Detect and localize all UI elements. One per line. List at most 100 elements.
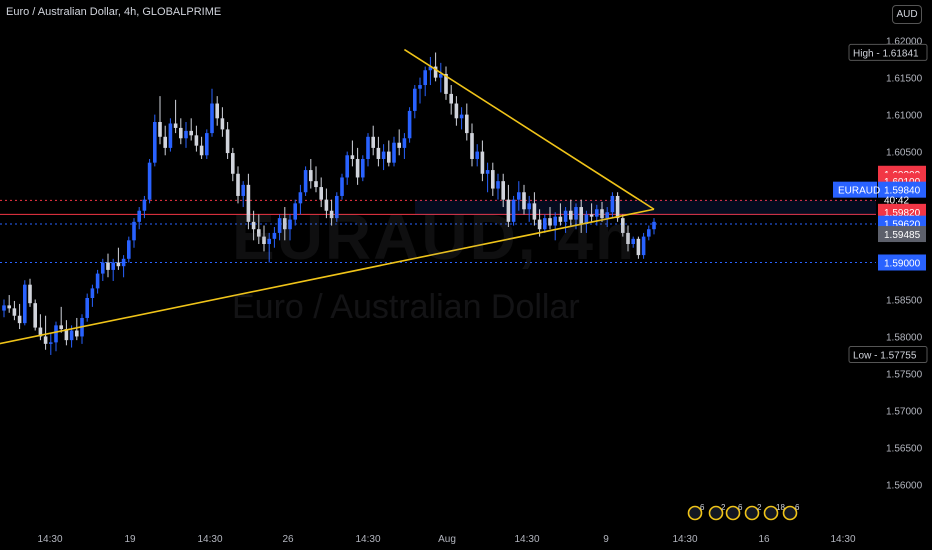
candle-body	[225, 129, 230, 154]
candle-body	[49, 342, 53, 344]
candle-body	[210, 103, 214, 134]
candle-body	[85, 297, 89, 318]
candle-body	[480, 151, 485, 174]
candle-body	[371, 136, 375, 148]
candle-body	[309, 170, 313, 182]
candle-body	[465, 114, 469, 134]
candle-body	[615, 195, 620, 219]
axis-price-label-box	[878, 226, 926, 243]
price-tick-label: 1.61500	[886, 74, 923, 85]
candle-body	[2, 305, 6, 311]
candle-body	[132, 221, 136, 241]
candle-body	[543, 218, 547, 230]
candle-body	[173, 123, 178, 128]
candle-body	[621, 218, 625, 233]
candle-body	[179, 127, 183, 139]
candle-body	[626, 232, 630, 245]
candle-body	[501, 181, 505, 200]
candle-body	[33, 303, 37, 328]
candle-body	[605, 212, 609, 219]
time-tick-label: 26	[282, 534, 294, 545]
event-marker-icon	[744, 505, 760, 521]
candle-body	[595, 209, 599, 217]
candle-body	[511, 199, 516, 222]
candle-body	[335, 195, 339, 219]
candle-body	[293, 203, 297, 220]
price-tick-label: 1.56500	[886, 443, 923, 454]
stat-label: Low - 1.57755	[853, 351, 917, 362]
candle-body	[106, 262, 110, 270]
candle-body	[381, 151, 386, 159]
candle-body	[449, 93, 453, 104]
trendline-2	[403, 48, 655, 210]
candle-body	[158, 122, 162, 137]
candle-body	[537, 219, 542, 230]
event-marker-icon	[782, 505, 798, 521]
candle-body	[246, 184, 251, 222]
candle-body	[475, 151, 479, 159]
candle-body	[506, 199, 511, 222]
time-tick-label: 14:30	[197, 534, 222, 545]
candle-body	[647, 229, 651, 237]
candle-body	[137, 210, 141, 222]
event-count: 6	[795, 503, 800, 512]
candle-body	[558, 216, 563, 222]
candle-body	[23, 284, 27, 324]
candle-body	[95, 273, 100, 289]
candle-body	[527, 203, 531, 210]
candle-body	[569, 210, 573, 220]
candle-body	[168, 123, 173, 148]
candle-body	[324, 199, 329, 211]
candle-body	[428, 66, 433, 71]
event-count: 2	[721, 503, 726, 512]
axis-price-label-box	[878, 254, 926, 271]
watermark-symbol: EURAUD, 4h	[232, 201, 637, 273]
candle-body	[231, 153, 235, 174]
candle-body	[236, 173, 240, 196]
candle-body	[641, 236, 646, 256]
candle-body	[517, 192, 521, 200]
candle-body	[636, 238, 641, 256]
candle-body	[199, 145, 204, 156]
candle-body	[116, 262, 121, 267]
time-tick-label: 14:30	[355, 534, 380, 545]
axis-price-label: 1.59620	[884, 220, 921, 231]
candle-body	[272, 232, 277, 239]
candle-body	[548, 218, 552, 226]
candle-body	[153, 122, 157, 163]
axis-price-label: 1.59820	[884, 208, 921, 219]
candle-body	[127, 240, 131, 259]
candle-body	[220, 118, 225, 130]
event-count: 18	[776, 503, 785, 512]
candle-body	[54, 325, 58, 343]
candle-body	[257, 229, 261, 237]
candle-body	[423, 70, 427, 86]
candle-body	[387, 151, 391, 163]
price-tick-label: 1.57000	[886, 406, 923, 417]
time-tick-label: 14:30	[514, 534, 539, 545]
candle-body	[418, 85, 422, 89]
price-tick-label: 1.61000	[886, 111, 923, 122]
candle-body	[584, 214, 589, 225]
candle-body	[402, 138, 407, 148]
event-marker-icon	[725, 505, 741, 521]
candle-body	[288, 219, 292, 230]
stat-label-box	[848, 346, 928, 364]
candle-body	[485, 170, 490, 174]
currency-button[interactable]: AUD	[892, 5, 922, 24]
axis-price-label-box	[878, 181, 926, 198]
candle-body	[350, 155, 355, 159]
time-tick-label: 14:30	[37, 534, 62, 545]
candle-body	[262, 236, 266, 245]
candle-body	[298, 192, 303, 204]
symbol-label: EURAUD	[838, 186, 880, 197]
candle-body	[101, 262, 105, 274]
time-tick-label: 14:30	[672, 534, 697, 545]
candle-body	[17, 315, 22, 324]
candle-body	[163, 136, 167, 148]
candle-body	[7, 305, 11, 309]
price-tick-label: 1.62000	[886, 37, 923, 48]
candle-body	[470, 133, 474, 159]
candle-body	[361, 158, 365, 178]
